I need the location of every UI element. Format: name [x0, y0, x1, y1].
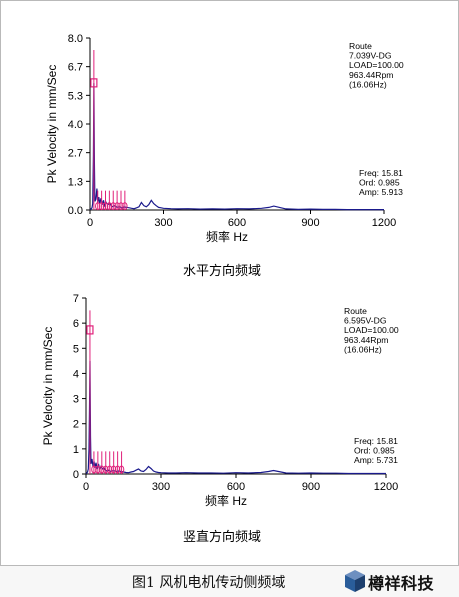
harmonic-marker: [95, 202, 101, 211]
cursor-annotation: Ord: 0.985: [354, 446, 395, 456]
x-tick-label: 300: [152, 481, 170, 493]
y-tick-label: 8.0: [68, 33, 83, 45]
chart-caption-horizontal: 水平方向频域: [183, 264, 262, 279]
x-tick-label: 300: [154, 217, 172, 229]
x-tick-label: 600: [228, 217, 246, 229]
y-axis-label: Pk Velocity in mm/Sec: [45, 65, 59, 184]
x-axis-label: 频率 Hz: [206, 229, 248, 244]
info-annotation: LOAD=100.00: [349, 60, 404, 70]
info-annotation: LOAD=100.00: [344, 325, 399, 335]
harmonic-marker: [98, 202, 105, 211]
y-tick-label: 6.7: [68, 62, 83, 74]
figure-caption: 图1 风机电机传动侧频域: [132, 575, 286, 591]
x-tick-label: 1200: [372, 217, 396, 229]
x-tick-label: 900: [301, 217, 319, 229]
logo-text: 樽祥科技: [368, 574, 435, 593]
x-tick-label: 0: [87, 217, 93, 229]
x-tick-label: 600: [227, 481, 245, 493]
y-tick-label: 0: [73, 469, 79, 481]
harmonic-marker: [118, 465, 125, 474]
y-tick-label: 2.7: [68, 148, 83, 160]
x-axis-label: 频率 Hz: [205, 493, 247, 508]
figure-caption-bar: 图1 风机电机传动侧频域: [0, 566, 459, 597]
y-tick-label: 7: [73, 293, 79, 305]
spectrum-series-line: [89, 83, 384, 211]
cursor-annotation: Ord: 0.985: [359, 178, 400, 188]
info-annotation: Route: [349, 41, 372, 51]
y-tick-label: 5: [73, 343, 79, 355]
y-tick-label: 4.0: [68, 119, 83, 131]
info-annotation: 7.039V-DG: [349, 51, 392, 61]
harmonic-marker: [110, 202, 116, 211]
spectrum-series-line: [85, 360, 386, 475]
company-logo: 樽祥科技: [344, 567, 458, 595]
y-tick-label: 2: [73, 419, 79, 431]
cursor-marker: [90, 78, 98, 88]
y-tick-label: 0.0: [68, 205, 83, 217]
y-axis-label: Pk Velocity in mm/Sec: [41, 327, 55, 446]
x-tick-label: 0: [83, 481, 89, 493]
y-tick-label: 6: [73, 318, 79, 330]
harmonic-marker: [106, 202, 113, 211]
harmonic-marker: [114, 202, 120, 211]
x-tick-label: 900: [302, 481, 320, 493]
y-tick-label: 3: [73, 394, 79, 406]
y-tick-label: 4: [73, 368, 79, 380]
info-annotation: 963.44Rpm: [349, 70, 393, 80]
cube-logo-icon: [345, 570, 365, 592]
chart-vertical-spectrum: 0 1 2 3 4 5 6 7 0 300 600 900 1200 频率 Hz Pk Velocity i…: [41, 293, 399, 508]
y-tick-label: 1.3: [68, 176, 83, 188]
info-annotation: 963.44Rpm: [344, 335, 388, 345]
y-tick-label: 1: [73, 444, 79, 456]
cursor-annotation: Amp: 5.731: [354, 455, 398, 465]
y-tick-label: 5.3: [68, 90, 83, 102]
chart-horizontal-spectrum: 0.0 1.3 2.7 4.0 5.3 6.7 8.0 0 300 600 900 1200 频率 Hz…: [45, 33, 404, 244]
cursor-annotation: Amp: 5.913: [359, 187, 403, 197]
info-annotation: 6.595V-DG: [344, 316, 387, 326]
info-annotation: (16.06Hz): [349, 79, 387, 89]
cursor-annotation: Freq: 15.81: [359, 168, 403, 178]
cursor-annotation: Freq: 15.81: [354, 436, 398, 446]
chart-caption-vertical: 竖直方向频域: [183, 530, 262, 545]
harmonic-marker: [122, 202, 128, 211]
figure-frame: [0, 0, 459, 566]
info-annotation: Route: [344, 306, 367, 316]
info-annotation: (16.06Hz): [344, 344, 382, 354]
harmonic-marker: [118, 202, 124, 211]
x-tick-label: 1200: [374, 481, 398, 493]
cursor-marker: [86, 325, 94, 335]
harmonic-marker: [102, 202, 109, 211]
